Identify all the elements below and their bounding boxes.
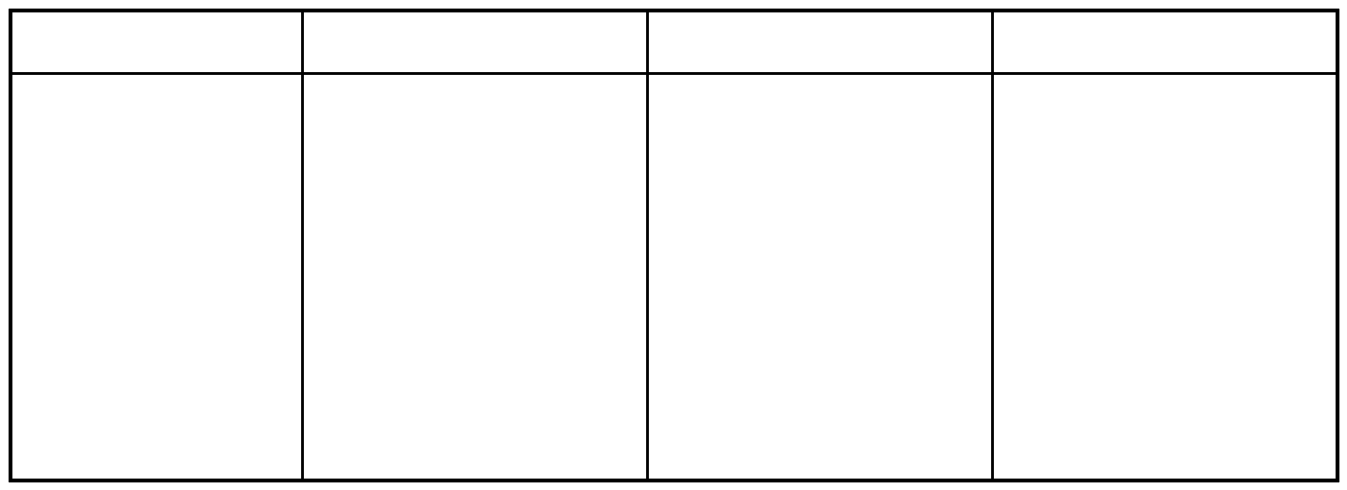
Bar [9, 204, 1338, 282]
Text: 41: 41 [377, 234, 399, 252]
Text: Effectifs: Effectifs [702, 92, 764, 107]
Text: 47: 47 [723, 312, 744, 330]
Text: Au total: Au total [124, 442, 189, 461]
Text: 7: 7 [1074, 383, 1083, 401]
Bar [302, 10, 647, 73]
Bar [991, 10, 1338, 73]
Bar [1165, 73, 1338, 125]
Bar [819, 73, 991, 125]
Text: 40,20: 40,20 [537, 234, 585, 252]
Bar [9, 10, 302, 73]
Text: 14,71: 14,71 [537, 155, 585, 173]
Text: 27,08: 27,08 [1227, 234, 1274, 252]
Bar [9, 360, 1338, 423]
Text: 47,92: 47,92 [1227, 312, 1274, 330]
Text: 15: 15 [722, 155, 744, 173]
Text: 41,18: 41,18 [537, 312, 585, 330]
Bar [9, 73, 302, 125]
Text: 1: 1 [727, 383, 738, 401]
Text: Effectifs: Effectifs [1047, 92, 1109, 107]
Text: 17,71: 17,71 [1227, 155, 1274, 173]
Bar [474, 73, 647, 125]
Text: 4: 4 [383, 383, 393, 401]
Text: Effectifs: Effectifs [357, 92, 419, 107]
Text: 14,85: 14,85 [882, 155, 929, 173]
Text: %: % [1243, 92, 1258, 107]
Text: Régime de Sécu.S: Régime de Sécu.S [71, 312, 240, 330]
Text: 46: 46 [1068, 312, 1088, 330]
Text: 0,99: 0,99 [888, 383, 924, 401]
Text: %: % [898, 92, 913, 107]
Text: 15: 15 [377, 155, 399, 173]
Text: 12 mois: 12 mois [776, 32, 862, 51]
Text: 100: 100 [546, 442, 577, 461]
Text: AME: AME [136, 155, 176, 173]
Text: 38: 38 [722, 234, 744, 252]
Text: CMUB: CMUB [128, 234, 183, 252]
Text: 37,62: 37,62 [882, 234, 929, 252]
Text: %: % [554, 92, 568, 107]
Text: 102: 102 [372, 442, 404, 461]
Text: 101: 101 [718, 442, 749, 461]
Bar [9, 125, 1338, 204]
Text: 24 mois: 24 mois [1122, 32, 1207, 51]
Bar [302, 73, 474, 125]
Text: 17: 17 [1068, 155, 1088, 173]
Bar [991, 73, 1165, 125]
Text: 96: 96 [1068, 442, 1088, 461]
Text: Droits  AM: Droits AM [98, 32, 213, 51]
Text: 46,53: 46,53 [882, 312, 929, 330]
Bar [647, 73, 819, 125]
Text: 100: 100 [890, 442, 921, 461]
Bar [9, 423, 1338, 480]
Bar [647, 10, 991, 73]
Bar [9, 282, 1338, 360]
Text: 100: 100 [1235, 442, 1266, 461]
Text: 6 mois: 6 mois [438, 32, 511, 51]
Text: 26: 26 [1068, 234, 1088, 252]
Text: 7,29: 7,29 [1233, 383, 1269, 401]
Text: 42: 42 [377, 312, 399, 330]
Text: 3,92: 3,92 [541, 383, 579, 401]
Text: Absence de droit: Absence de droit [77, 383, 236, 401]
